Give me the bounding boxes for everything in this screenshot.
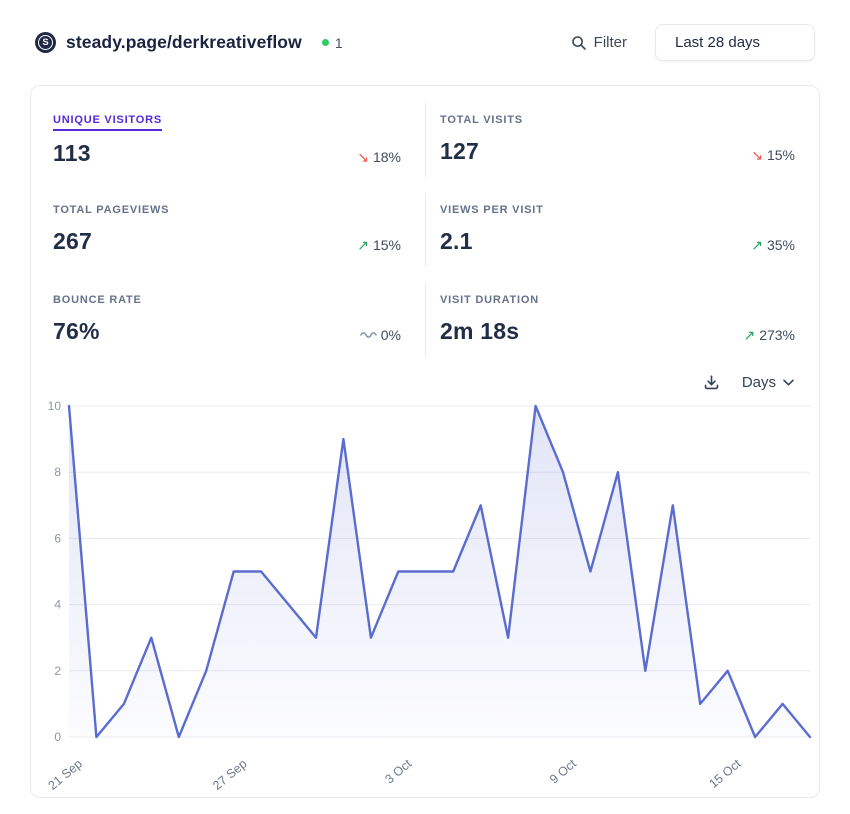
metric-unique-visitors[interactable]: UNIQUE VISITORS 113 ↗ ↘ 18% <box>31 95 425 185</box>
trend-up-icon: ↗ <box>751 237 763 253</box>
download-button[interactable] <box>703 374 720 391</box>
trend-down-icon: ↘ <box>751 147 763 163</box>
chevron-down-icon <box>783 379 794 386</box>
steady-logo-icon: S <box>35 32 56 53</box>
filter-button[interactable]: Filter <box>571 34 627 51</box>
svg-text:8: 8 <box>54 465 61 479</box>
metric-label: UNIQUE VISITORS <box>53 114 401 131</box>
svg-text:9 Oct: 9 Oct <box>547 756 579 786</box>
metric-change: ↗ ↘ 15% <box>751 147 795 165</box>
metric-total-pageviews[interactable]: TOTAL PAGEVIEWS 267 ↗ ↘ 15% <box>31 185 425 275</box>
metric-change: ↗ ↘ 35% <box>751 237 795 255</box>
metric-label: TOTAL PAGEVIEWS <box>53 204 170 216</box>
metric-value: 76% <box>53 318 100 344</box>
interval-label: Days <box>741 373 776 391</box>
svg-text:6: 6 <box>54 531 61 545</box>
interval-dropdown[interactable]: Days <box>742 374 794 391</box>
trend-up-icon: ↗ <box>743 327 756 343</box>
live-dot-icon <box>321 39 329 46</box>
metrics-grid: UNIQUE VISITORS 113 ↗ ↘ 18% TOTAL VISITS… <box>31 95 819 365</box>
app-header: S steady.page/derkreativeflow 1 Filter L… <box>0 0 850 62</box>
metric-value: 2.1 <box>440 228 473 254</box>
trend-down-icon: ↘ <box>357 149 369 165</box>
metric-change-value: 35% <box>766 237 795 253</box>
svg-text:21 Sep: 21 Sep <box>46 757 85 793</box>
chart-svg: 0 2 4 6 8 10 21 Sep 27 Sep 3 Oct 9 Oct 15 Oct <box>46 399 812 793</box>
visitors-chart: 0 2 4 6 8 10 21 Sep 27 Sep 3 Oct 9 Oct 15 Oct <box>31 399 819 809</box>
download-icon <box>703 374 720 391</box>
site-name[interactable]: steady.page/derkreativeflow <box>66 32 302 52</box>
metric-change: ↗ ↘ 15% <box>357 237 401 255</box>
metric-total-visits[interactable]: TOTAL VISITS 127 ↗ ↘ 15% <box>425 95 819 185</box>
live-visitor-count: 1 <box>334 34 343 51</box>
live-visitors[interactable]: 1 <box>321 34 343 51</box>
metric-visit-duration[interactable]: VISIT DURATION 2m 18s ↗ ↘ 273% <box>425 275 819 365</box>
metric-value: 267 <box>53 228 92 254</box>
svg-text:3 Oct: 3 Oct <box>382 756 414 786</box>
logo-letter: S <box>38 35 53 50</box>
svg-text:4: 4 <box>54 598 61 612</box>
date-range-label: Last 28 days <box>675 34 761 51</box>
metric-change: ↗ ↘ 0% <box>360 327 401 345</box>
date-range-button[interactable]: Last 28 days <box>655 24 815 61</box>
metric-change-value: 15% <box>372 237 401 253</box>
trend-up-icon: ↗ <box>357 237 369 253</box>
svg-text:0: 0 <box>54 730 61 744</box>
header-right: Filter Last 28 days <box>571 24 815 61</box>
metric-bounce-rate[interactable]: BOUNCE RATE 76% ↗ ↘ 0% <box>31 275 425 365</box>
svg-text:15 Oct: 15 Oct <box>706 756 744 791</box>
metric-label: TOTAL VISITS <box>440 114 523 126</box>
metric-change-value: 18% <box>372 149 401 165</box>
metric-value: 2m 18s <box>440 318 520 344</box>
metric-change-value: 273% <box>759 327 795 343</box>
metric-change-value: 0% <box>380 327 401 343</box>
metric-value: 113 <box>53 140 91 166</box>
metric-value: 127 <box>440 138 479 164</box>
trend-neutral-icon <box>360 331 377 339</box>
metric-change-value: 15% <box>766 147 795 163</box>
stats-card: UNIQUE VISITORS 113 ↗ ↘ 18% TOTAL VISITS… <box>30 85 820 798</box>
chart-controls: Days <box>31 367 819 397</box>
metric-label: BOUNCE RATE <box>53 294 142 306</box>
filter-label: Filter <box>593 34 627 51</box>
metric-label: VISIT DURATION <box>440 294 539 306</box>
svg-text:27 Sep: 27 Sep <box>210 757 249 793</box>
svg-text:2: 2 <box>54 664 61 678</box>
metric-change: ↗ ↘ 273% <box>743 327 795 345</box>
search-icon <box>571 35 587 51</box>
svg-text:10: 10 <box>48 399 62 413</box>
metric-label: VIEWS PER VISIT <box>440 204 544 216</box>
metric-views-per-visit[interactable]: VIEWS PER VISIT 2.1 ↗ ↘ 35% <box>425 185 819 275</box>
metric-change: ↗ ↘ 18% <box>357 149 401 167</box>
